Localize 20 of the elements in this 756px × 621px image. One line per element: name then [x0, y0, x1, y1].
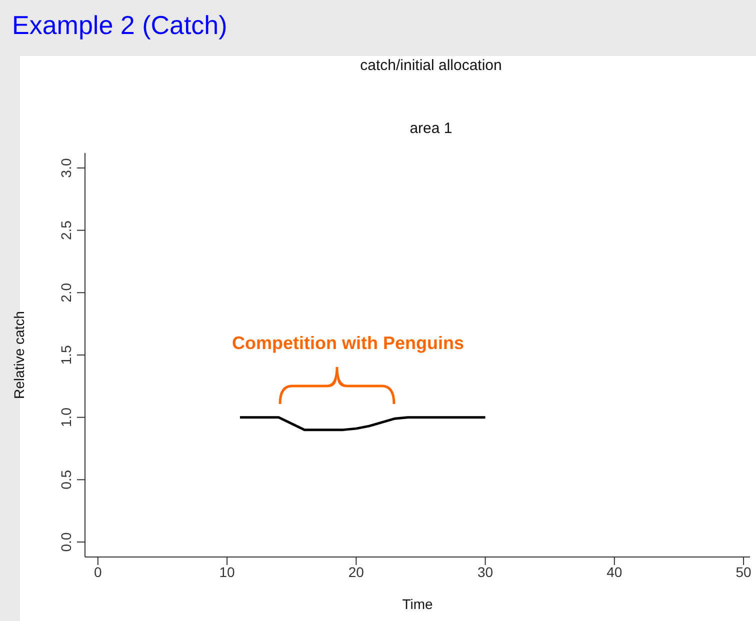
chart-title: Example 2 (Catch) — [12, 10, 228, 41]
y-tick-label: 1.0 — [58, 407, 74, 428]
annotation: Competition with Penguins — [231, 333, 465, 354]
y-tick-label: 3.0 — [58, 158, 74, 178]
chart-subtitle: catch/initial allocation — [359, 57, 503, 74]
y-tick-label: 2.0 — [58, 282, 74, 302]
line-series — [238, 416, 487, 432]
y-tick-label: 0.5 — [58, 470, 74, 490]
text: area 1 — [408, 120, 454, 137]
y-axis-title: Relative catch — [10, 311, 27, 399]
y-tick-label: 2.5 — [58, 220, 74, 240]
y-tick-label: 0.0 — [58, 532, 74, 552]
x-tick-label: 0 — [94, 564, 102, 580]
x-tick-label: 30 — [478, 564, 494, 580]
x-tick-label: 40 — [606, 564, 622, 580]
x-axis-title: Time — [402, 596, 434, 612]
y-tick-label: 1.5 — [58, 345, 74, 365]
x-tick-label: 50 — [736, 564, 752, 580]
x-tick-label: 20 — [348, 564, 364, 580]
x-tick-label: 10 — [219, 564, 236, 580]
